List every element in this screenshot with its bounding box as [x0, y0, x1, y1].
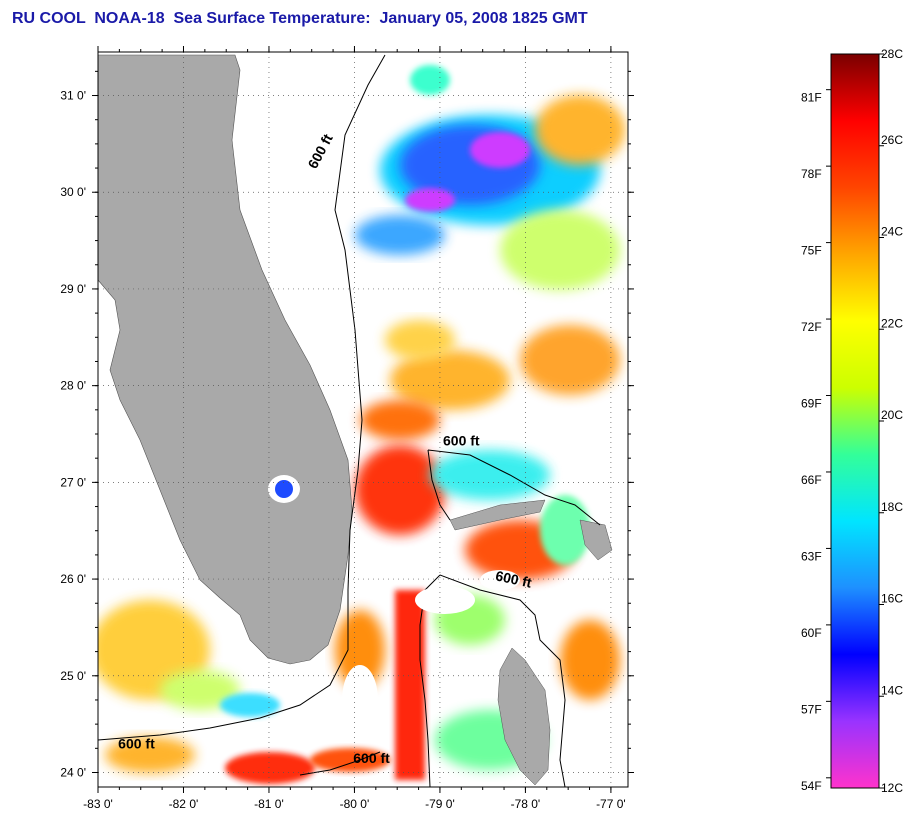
contour-label-600ft: 600 ft — [304, 131, 335, 171]
lat-tick-label: 25 0' — [60, 669, 86, 683]
abaco-island — [579, 519, 613, 561]
lat-tick-label: 28 0' — [60, 379, 86, 393]
lon-tick-label: -80 0' — [340, 797, 370, 811]
celsius-label: 12C — [881, 781, 903, 795]
fahrenheit-label: 60F — [801, 626, 822, 640]
lon-tick-label: -78 0' — [511, 797, 541, 811]
andros-island — [497, 647, 551, 786]
contour-label-600ft: 600 ft — [118, 735, 155, 751]
lon-tick-label: -81 0' — [254, 797, 284, 811]
colorbar: 54F 57F 60F 63F 66F 69F 72F 75F 78F 81F 12C 14C 16C… — [801, 47, 903, 795]
colorbar-gradient — [830, 53, 880, 789]
plot-frame — [97, 51, 629, 788]
fahrenheit-label: 54F — [801, 779, 822, 793]
lon-tick-label: -82 0' — [169, 797, 199, 811]
lat-tick-label: 24 0' — [60, 765, 86, 779]
grid — [98, 52, 628, 787]
sst-imagery — [98, 65, 625, 784]
fahrenheit-labels: 54F 57F 60F 63F 66F 69F 72F 75F 78F 81F — [801, 89, 831, 793]
grand-bahama — [449, 499, 546, 531]
florida-land — [98, 54, 353, 665]
lat-tick-label: 30 0' — [60, 185, 86, 199]
fahrenheit-label: 78F — [801, 167, 822, 181]
latitude-labels: 24 0' 25 0' 26 0' 27 0' 28 0' 29 0' 30 0' 31 0' — [60, 89, 86, 780]
fahrenheit-label: 66F — [801, 473, 822, 487]
contour-label-600ft: 600 ft — [494, 567, 533, 590]
lat-tick-label: 31 0' — [60, 89, 86, 103]
lon-tick-label: -77 0' — [596, 797, 626, 811]
fahrenheit-label: 57F — [801, 702, 822, 716]
fahrenheit-label: 75F — [801, 244, 822, 258]
plot-area — [98, 52, 628, 787]
lat-tick-label: 29 0' — [60, 282, 86, 296]
celsius-label: 18C — [881, 500, 903, 514]
fahrenheit-label: 69F — [801, 397, 822, 411]
contour-label-600ft: 600 ft — [353, 750, 390, 766]
celsius-label: 14C — [881, 683, 903, 697]
fahrenheit-label: 72F — [801, 320, 822, 334]
cloud-gaps — [342, 570, 520, 735]
celsius-label: 28C — [881, 47, 903, 61]
celsius-label: 16C — [881, 592, 903, 606]
lat-tick-label: 26 0' — [60, 572, 86, 586]
fahrenheit-label: 81F — [801, 91, 822, 105]
celsius-label: 26C — [881, 133, 903, 147]
chart-title: RU COOL NOAA-18 Sea Surface Temperature:… — [12, 10, 588, 27]
fahrenheit-label: 63F — [801, 549, 822, 563]
lon-tick-label: -83 0' — [83, 797, 113, 811]
contour-label-600ft: 600 ft — [443, 433, 480, 449]
lake-sst — [275, 480, 293, 498]
longitude-labels: -83 0' -82 0' -81 0' -80 0' -79 0' -78 0' -77 … — [83, 797, 626, 811]
celsius-label: 24C — [881, 225, 903, 239]
lat-tick-label: 27 0' — [60, 475, 86, 489]
celsius-label: 20C — [881, 408, 903, 422]
lon-tick-label: -79 0' — [425, 797, 455, 811]
celsius-label: 22C — [881, 316, 903, 330]
celsius-labels: 12C 14C 16C 18C 20C 22C 24C 26C 28C — [879, 47, 903, 795]
axis-ticks — [92, 46, 634, 793]
